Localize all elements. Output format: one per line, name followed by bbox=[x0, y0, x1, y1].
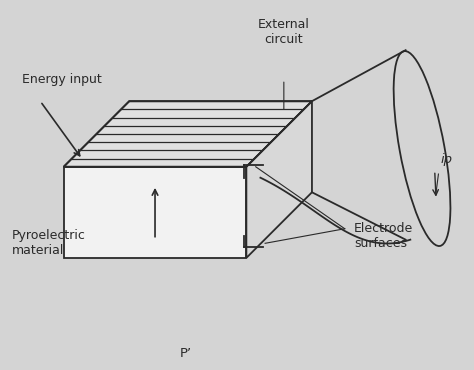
Text: ip: ip bbox=[441, 153, 453, 166]
Text: External
circuit: External circuit bbox=[258, 18, 310, 46]
Polygon shape bbox=[246, 101, 312, 258]
Text: Electrode
surfaces: Electrode surfaces bbox=[354, 222, 413, 250]
Text: P’: P’ bbox=[179, 347, 191, 360]
Polygon shape bbox=[64, 101, 312, 167]
Text: Pyroelectric
material: Pyroelectric material bbox=[12, 229, 86, 257]
Text: Energy input: Energy input bbox=[21, 73, 101, 86]
Polygon shape bbox=[64, 167, 246, 258]
